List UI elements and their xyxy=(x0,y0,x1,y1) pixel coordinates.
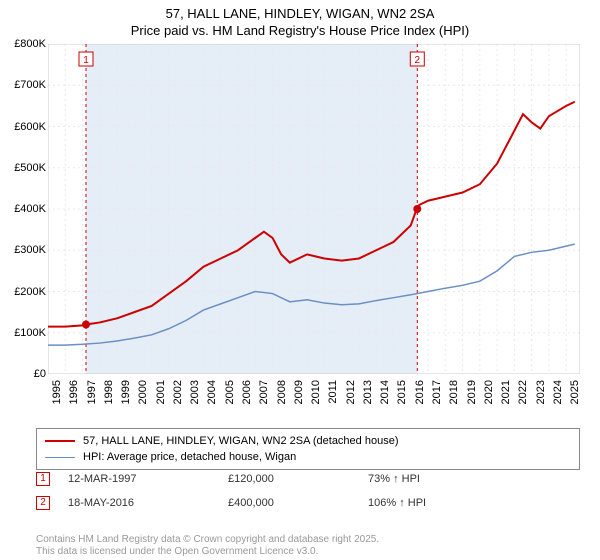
chart-title-block: 57, HALL LANE, HINDLEY, WIGAN, WN2 2SA P… xyxy=(0,0,600,44)
x-tick-label: 2023 xyxy=(535,380,547,404)
x-tick-label: 2002 xyxy=(172,380,184,404)
x-tick-label: 2008 xyxy=(276,380,288,404)
x-tick-label: 2021 xyxy=(500,380,512,404)
sale-badge: 1 xyxy=(36,472,50,486)
x-tick-label: 1999 xyxy=(120,380,132,404)
sale-date: 12-MAR-1997 xyxy=(68,473,228,485)
title-line-1: 57, HALL LANE, HINDLEY, WIGAN, WN2 2SA xyxy=(10,6,590,23)
x-tick-label: 2005 xyxy=(224,380,236,404)
x-tick-label: 2003 xyxy=(189,380,201,404)
y-tick-label: £500K xyxy=(14,162,46,174)
x-tick-label: 2004 xyxy=(206,380,218,404)
svg-text:1: 1 xyxy=(83,55,89,66)
x-tick-label: 1998 xyxy=(103,380,115,404)
x-tick-label: 2007 xyxy=(258,380,270,404)
attribution-line-1: Contains HM Land Registry data © Crown c… xyxy=(36,534,379,546)
y-tick-label: £700K xyxy=(14,79,46,91)
y-tick-label: £800K xyxy=(14,38,46,50)
chart-svg: 12 xyxy=(48,44,580,374)
sale-row: 1 12-MAR-1997 £120,000 73% ↑ HPI xyxy=(36,472,580,486)
x-tick-label: 2001 xyxy=(155,380,167,404)
svg-text:2: 2 xyxy=(415,55,421,66)
sale-price: £400,000 xyxy=(228,497,368,509)
sale-delta: 106% ↑ HPI xyxy=(368,497,426,509)
x-tick-label: 2009 xyxy=(293,380,305,404)
x-tick-label: 1995 xyxy=(51,380,63,404)
y-axis: £0£100K£200K£300K£400K£500K£600K£700K£80… xyxy=(0,44,48,374)
title-line-2: Price paid vs. HM Land Registry's House … xyxy=(10,23,590,40)
legend-swatch-hpi xyxy=(45,457,75,458)
legend: 57, HALL LANE, HINDLEY, WIGAN, WN2 2SA (… xyxy=(36,428,580,470)
x-tick-label: 2015 xyxy=(396,380,408,404)
y-tick-label: £400K xyxy=(14,203,46,215)
x-tick-label: 2018 xyxy=(448,380,460,404)
sale-delta: 73% ↑ HPI xyxy=(368,473,420,485)
y-tick-label: £100K xyxy=(14,327,46,339)
x-tick-label: 2020 xyxy=(483,380,495,404)
legend-row: 57, HALL LANE, HINDLEY, WIGAN, WN2 2SA (… xyxy=(45,433,571,449)
x-tick-label: 2014 xyxy=(379,380,391,404)
x-tick-label: 1996 xyxy=(68,380,80,404)
x-tick-label: 2010 xyxy=(310,380,322,404)
legend-swatch-price xyxy=(45,440,75,442)
y-tick-label: £0 xyxy=(34,368,46,380)
x-tick-label: 2012 xyxy=(345,380,357,404)
x-tick-label: 2000 xyxy=(137,380,149,404)
sale-row: 2 18-MAY-2016 £400,000 106% ↑ HPI xyxy=(36,496,580,510)
legend-row: HPI: Average price, detached house, Wiga… xyxy=(45,449,571,465)
x-axis: 1995 1996 1997 1998 1999 2000 2001 2002 2003 2004… xyxy=(48,376,580,426)
attribution-line-2: This data is licensed under the Open Gov… xyxy=(36,546,379,558)
chart-plot-area: 12 xyxy=(48,44,580,374)
legend-label-price: 57, HALL LANE, HINDLEY, WIGAN, WN2 2SA (… xyxy=(83,435,398,447)
x-tick-label: 2019 xyxy=(466,380,478,404)
x-tick-label: 2013 xyxy=(362,380,374,404)
x-tick-label: 2022 xyxy=(517,380,529,404)
sale-date: 18-MAY-2016 xyxy=(68,497,228,509)
x-tick-label: 2016 xyxy=(414,380,426,404)
legend-label-hpi: HPI: Average price, detached house, Wiga… xyxy=(83,451,296,463)
x-tick-label: 2006 xyxy=(241,380,253,404)
x-tick-label: 2011 xyxy=(327,380,339,404)
y-tick-label: £300K xyxy=(14,244,46,256)
x-tick-label: 2017 xyxy=(431,380,443,404)
y-tick-label: £600K xyxy=(14,121,46,133)
sale-badge: 2 xyxy=(36,496,50,510)
x-tick-label: 2025 xyxy=(569,380,581,404)
attribution: Contains HM Land Registry data © Crown c… xyxy=(36,534,379,558)
sale-price: £120,000 xyxy=(228,473,368,485)
x-tick-label: 1997 xyxy=(86,380,98,404)
x-tick-label: 2024 xyxy=(552,380,564,404)
y-tick-label: £200K xyxy=(14,286,46,298)
